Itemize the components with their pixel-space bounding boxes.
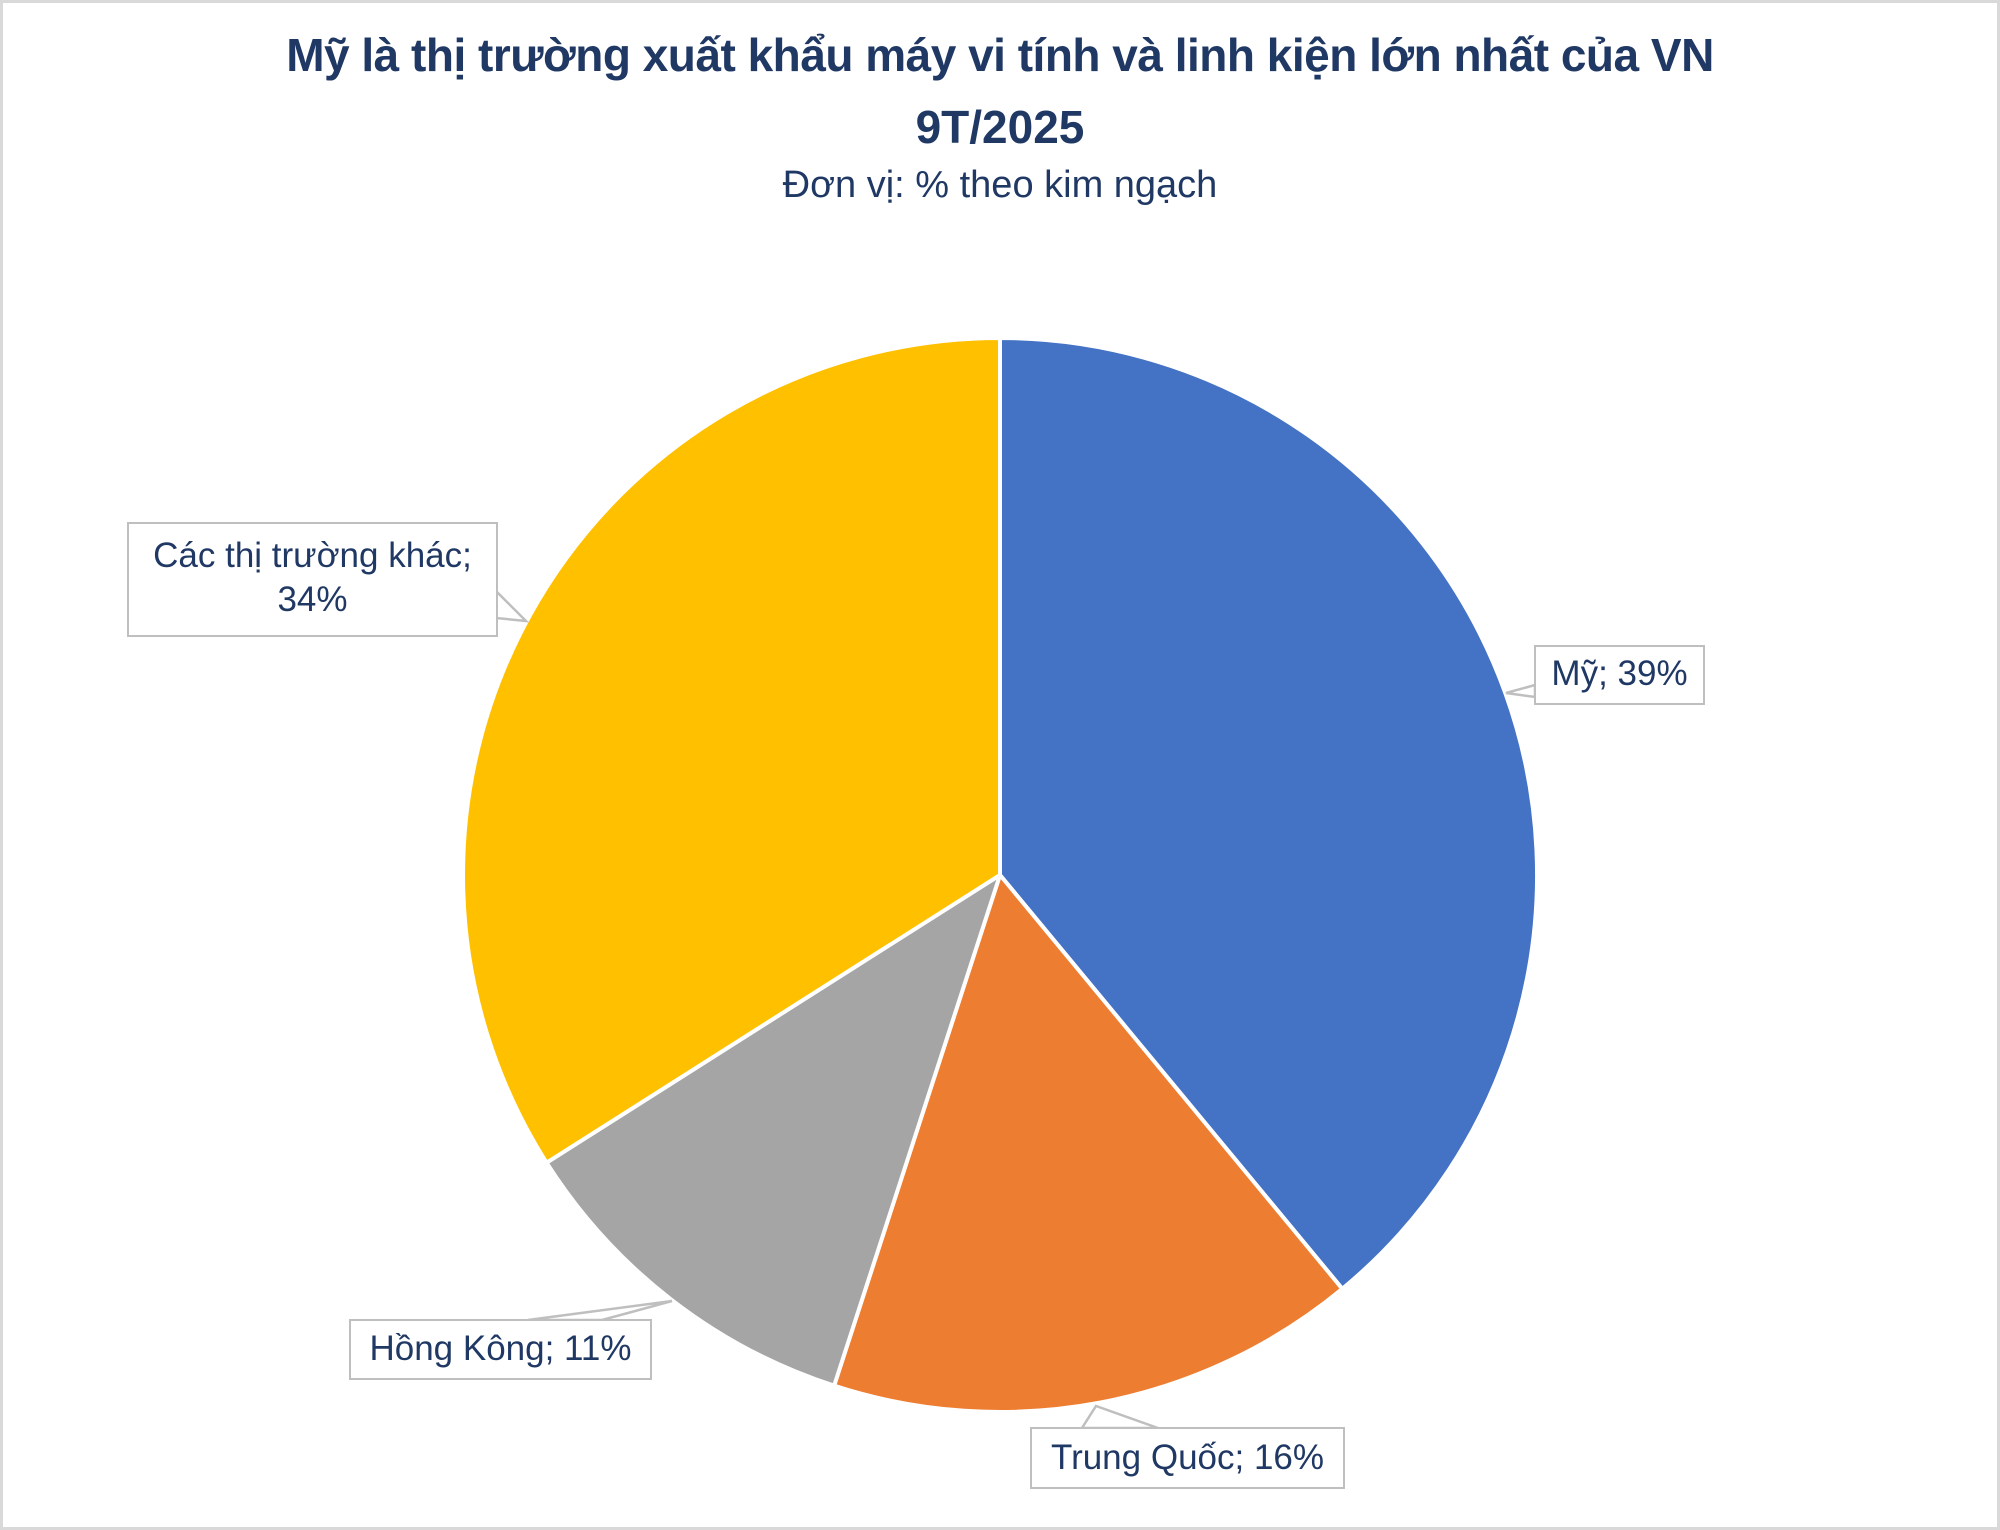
data-label-khac-value: 34% bbox=[277, 580, 348, 619]
data-label-my: Mỹ; 39% bbox=[1534, 645, 1705, 705]
data-label-hong-kong-text: Hồng Kông; 11% bbox=[369, 1329, 632, 1368]
callout-pointer-trung-quoc bbox=[1079, 1404, 1159, 1430]
slice-trung-quoc[interactable] bbox=[832, 873, 1345, 1414]
data-label-my-text: Mỹ; 39% bbox=[1551, 654, 1688, 693]
callout-pointer-hong-kong bbox=[527, 1299, 673, 1322]
chart-title-period: 9T/2025 bbox=[915, 101, 1085, 153]
callout-pointer-my bbox=[1505, 683, 1537, 699]
chart-subtitle: Đơn vị: % theo kim ngạch bbox=[782, 164, 1218, 206]
callout-pointer-khac bbox=[494, 587, 530, 623]
slice-my[interactable] bbox=[998, 336, 1540, 1291]
data-label-khac-name: Các thị trường khác; bbox=[153, 536, 472, 575]
chart-title: Mỹ là thị trường xuất khẩu máy vi tính v… bbox=[286, 29, 1714, 81]
slice-hong-kong[interactable] bbox=[544, 873, 1002, 1388]
data-label-hong-kong: Hồng Kông; 11% bbox=[349, 1319, 652, 1380]
data-label-cac-thi-truong-khac: Các thị trường khác; 34% bbox=[127, 522, 498, 637]
data-label-trung-quoc: Trung Quốc; 16% bbox=[1030, 1427, 1345, 1489]
slice-cac-thi-truong-khac[interactable] bbox=[461, 336, 1002, 1165]
data-label-trung-quoc-text: Trung Quốc; 16% bbox=[1050, 1438, 1324, 1477]
